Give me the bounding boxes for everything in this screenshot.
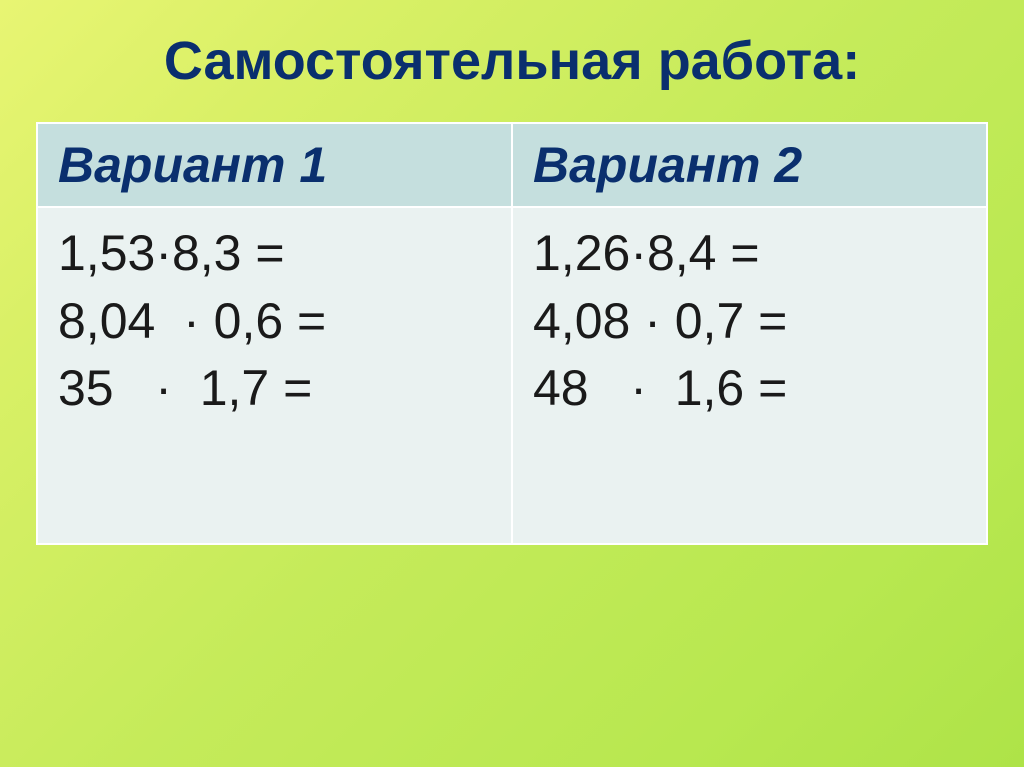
page-title: Самостоятельная работа: bbox=[0, 0, 1024, 122]
worksheet-table-container: Вариант 1 Вариант 2 1,53·8,3 = 8,04 · 0,… bbox=[36, 122, 988, 545]
cell-variant1: 1,53·8,3 = 8,04 · 0,6 = 35 · 1,7 = bbox=[37, 207, 512, 544]
equation-line: 48 · 1,6 = bbox=[533, 355, 966, 423]
table-header-row: Вариант 1 Вариант 2 bbox=[37, 123, 987, 207]
column-header-variant1: Вариант 1 bbox=[37, 123, 512, 207]
equation-line: 1,26·8,4 = bbox=[533, 220, 966, 288]
equation-line: 4,08 · 0,7 = bbox=[533, 288, 966, 356]
equation-line: 8,04 · 0,6 = bbox=[58, 288, 491, 356]
equation-line: 1,53·8,3 = bbox=[58, 220, 491, 288]
cell-variant2: 1,26·8,4 = 4,08 · 0,7 = 48 · 1,6 = bbox=[512, 207, 987, 544]
worksheet-table: Вариант 1 Вариант 2 1,53·8,3 = 8,04 · 0,… bbox=[36, 122, 988, 545]
equation-line: 35 · 1,7 = bbox=[58, 355, 491, 423]
column-header-variant2: Вариант 2 bbox=[512, 123, 987, 207]
table-row: 1,53·8,3 = 8,04 · 0,6 = 35 · 1,7 = 1,26·… bbox=[37, 207, 987, 544]
